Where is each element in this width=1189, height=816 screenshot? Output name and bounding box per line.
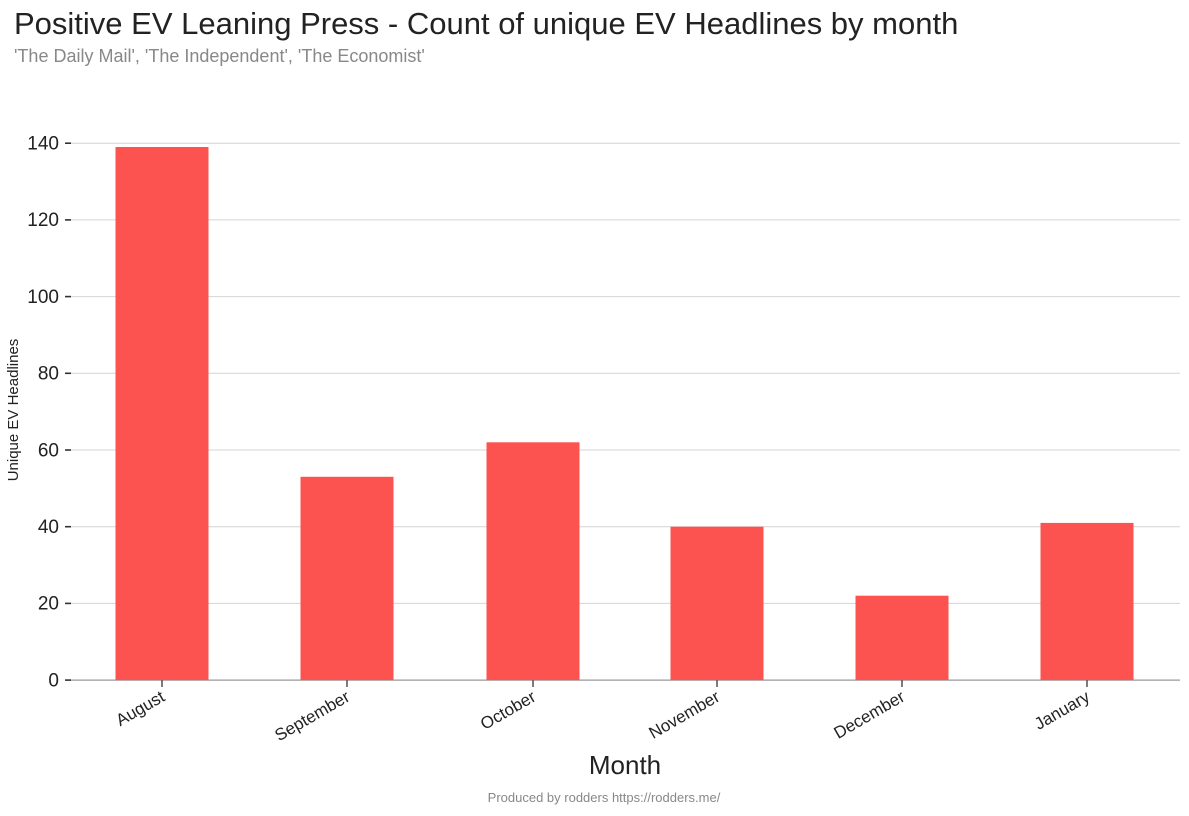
svg-text:September: September bbox=[271, 687, 353, 745]
svg-text:60: 60 bbox=[38, 440, 59, 461]
svg-text:80: 80 bbox=[38, 364, 59, 385]
svg-text:140: 140 bbox=[27, 134, 59, 155]
svg-text:40: 40 bbox=[38, 517, 59, 538]
svg-text:August: August bbox=[113, 687, 169, 730]
svg-text:0: 0 bbox=[48, 670, 59, 691]
svg-text:100: 100 bbox=[27, 287, 59, 308]
svg-text:120: 120 bbox=[27, 210, 59, 231]
svg-text:December: December bbox=[831, 687, 909, 743]
svg-text:January: January bbox=[1031, 687, 1093, 734]
svg-text:October: October bbox=[477, 687, 539, 734]
svg-text:Month: Month bbox=[589, 750, 661, 780]
svg-text:Unique EV Headlines: Unique EV Headlines bbox=[5, 339, 22, 482]
svg-text:November: November bbox=[646, 687, 724, 743]
svg-text:Produced by rodders https://ro: Produced by rodders https://rodders.me/ bbox=[488, 790, 721, 805]
svg-text:20: 20 bbox=[38, 594, 59, 615]
